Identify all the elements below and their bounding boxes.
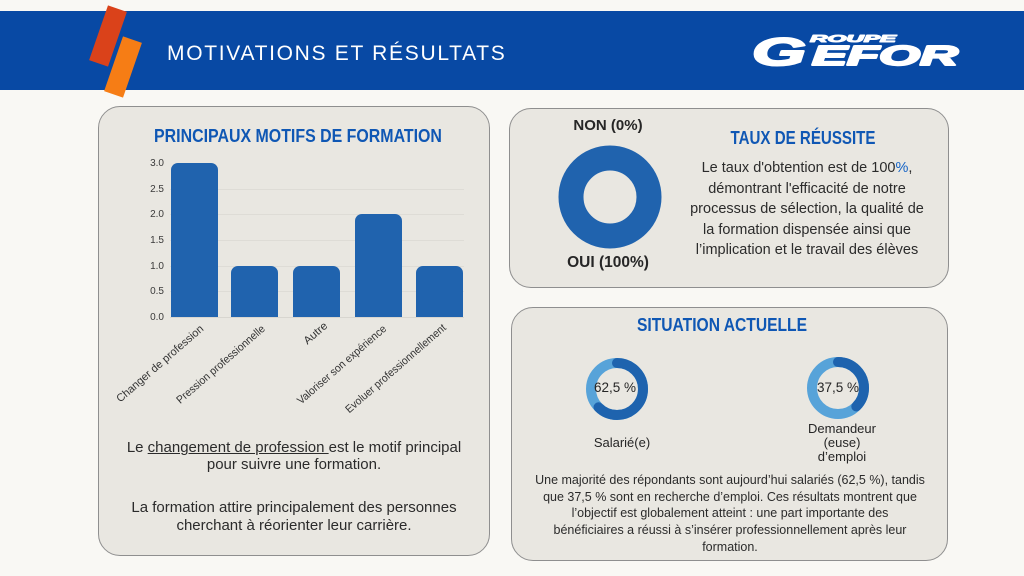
svg-text:ROUPE: ROUPE <box>810 33 898 45</box>
svg-text:G: G <box>752 31 806 70</box>
svg-text:EFOR: EFOR <box>812 40 959 70</box>
